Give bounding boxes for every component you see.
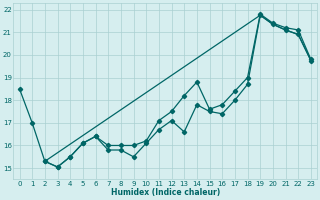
X-axis label: Humidex (Indice chaleur): Humidex (Indice chaleur) [111, 188, 220, 197]
